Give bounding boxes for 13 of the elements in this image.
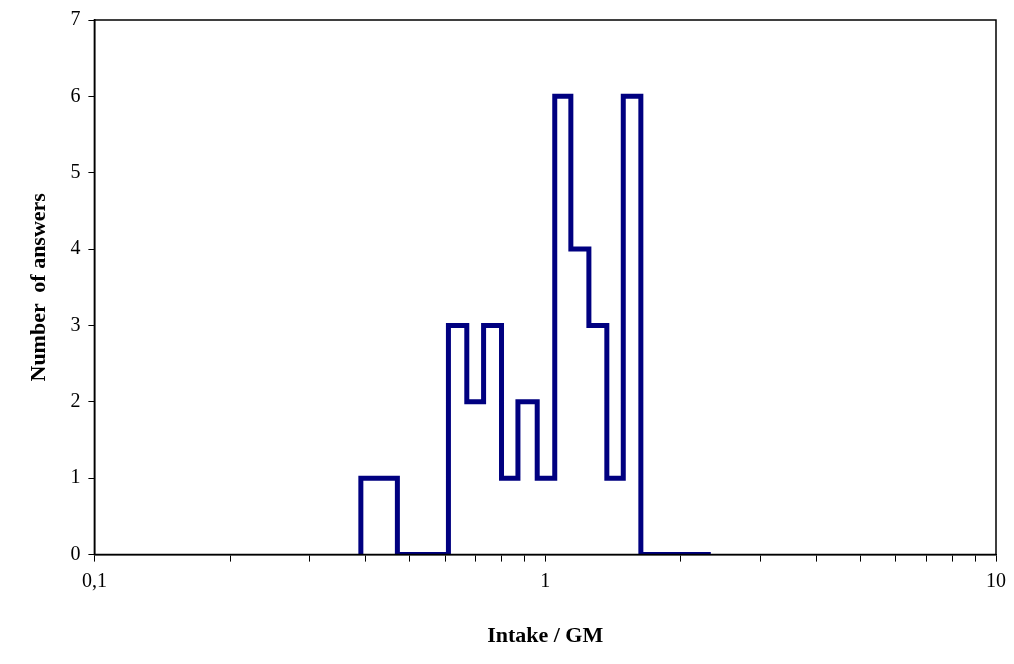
y-tick-label: 5 bbox=[70, 159, 81, 182]
x-axis-title: Intake / GM bbox=[487, 622, 604, 648]
y-tick-label: 6 bbox=[70, 83, 81, 106]
x-tick-label: 0,1 bbox=[81, 568, 107, 591]
y-tick-label: 7 bbox=[70, 7, 81, 30]
y-tick-label: 3 bbox=[70, 312, 81, 335]
x-tick-label: 1 bbox=[540, 568, 551, 591]
y-axis-title: Number of answers bbox=[24, 192, 50, 382]
y-tick-label: 4 bbox=[70, 236, 81, 259]
x-tick-label: 10 bbox=[986, 568, 1006, 591]
y-tick-label: 0 bbox=[70, 541, 81, 564]
y-tick-label: 1 bbox=[70, 465, 81, 488]
y-tick-label: 2 bbox=[70, 389, 81, 412]
